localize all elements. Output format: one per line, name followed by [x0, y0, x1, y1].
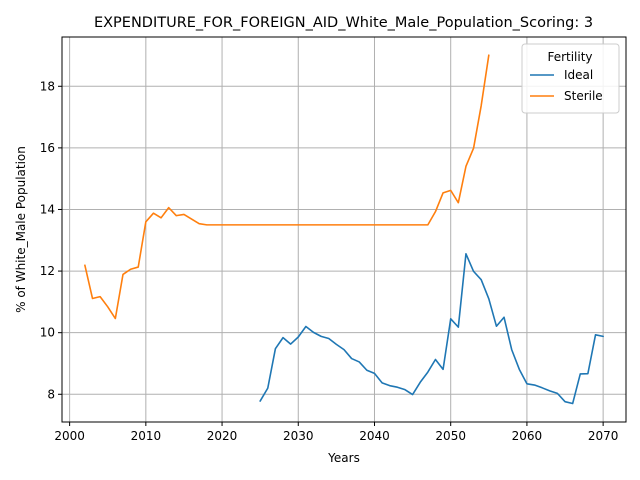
legend-label-sterile: Sterile	[564, 89, 603, 103]
legend-label-ideal: Ideal	[564, 68, 593, 82]
legend-title: Fertility	[547, 50, 592, 64]
series-line-ideal	[259, 253, 604, 405]
axis-ticks: 2000 2010 2020 2030 2040 2050 2060 2070 8 10 12 14 1…	[40, 79, 619, 443]
y-axis-label: % of White_Male Population	[14, 146, 28, 313]
x-tick-label: 2040	[359, 429, 390, 443]
x-tick-label: 2050	[435, 429, 466, 443]
x-axis-label: Years	[327, 451, 360, 465]
legend-entries: Ideal Sterile	[530, 68, 603, 103]
series-line-sterile	[84, 54, 490, 320]
series-lines	[84, 54, 604, 405]
x-tick-label: 2000	[54, 429, 85, 443]
chart-title: EXPENDITURE_FOR_FOREIGN_AID_White_Male_P…	[94, 15, 593, 31]
x-tick-label: 2030	[283, 429, 314, 443]
y-tick-label: 14	[40, 202, 55, 216]
y-tick-label: 8	[47, 387, 55, 401]
legend: Fertility Ideal Sterile	[521, 43, 620, 114]
y-tick-label: 12	[40, 264, 55, 278]
y-tick-label: 10	[40, 326, 55, 340]
x-tick-label: 2060	[512, 429, 543, 443]
y-tick-label: 16	[40, 141, 55, 155]
x-tick-label: 2010	[131, 429, 162, 443]
x-tick-label: 2020	[207, 429, 238, 443]
x-tick-label: 2070	[588, 429, 619, 443]
plot-frame	[61, 36, 627, 423]
y-tick-label: 18	[40, 79, 55, 93]
